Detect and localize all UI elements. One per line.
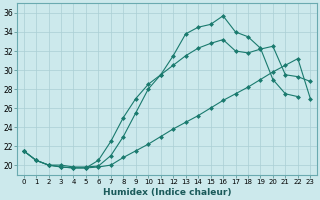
X-axis label: Humidex (Indice chaleur): Humidex (Indice chaleur) xyxy=(103,188,231,197)
